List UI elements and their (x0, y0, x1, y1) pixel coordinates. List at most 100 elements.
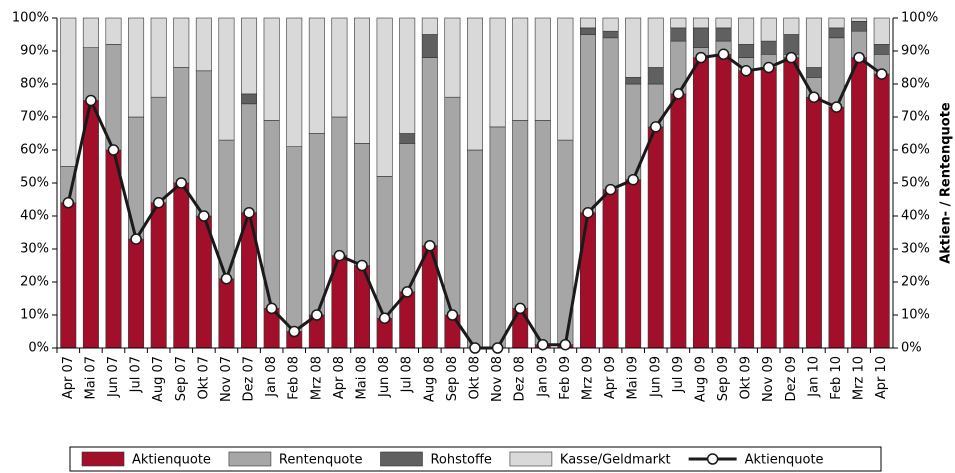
line-point (604, 183, 617, 196)
legend-label: Aktienquote (745, 453, 824, 468)
x-tick-label: Sep 07 (174, 356, 189, 401)
legend-swatch (706, 453, 719, 465)
line-point (198, 210, 210, 222)
x-tick-label: Mai 08 (355, 356, 370, 399)
bar-segment (105, 149, 122, 349)
y2-tick-label: 10% (901, 308, 930, 323)
y-tick-label: 90% (20, 44, 49, 59)
x-tick-label: Jul 09 (671, 356, 686, 393)
y-tick-label: 100% (12, 11, 49, 26)
line-point (582, 206, 594, 219)
x-tick-label: Dez 08 (513, 356, 528, 402)
line-point (107, 144, 120, 156)
x-tick-label: Mrz 08 (309, 356, 324, 400)
bar-segment (873, 44, 890, 55)
legend-item: Aktienquote (81, 451, 211, 468)
legend-swatch (228, 451, 272, 467)
line-point (356, 259, 368, 272)
line-point (220, 272, 233, 285)
bar-segment (760, 40, 777, 55)
legend-swatch (81, 451, 125, 467)
bar-segment (421, 17, 438, 35)
bar-segment (512, 17, 529, 121)
legend-label: Rentenquote (279, 453, 363, 468)
line-point (830, 101, 843, 113)
x-tick-label: Jul 08 (400, 356, 415, 393)
bar-segment (354, 143, 371, 266)
bar-segment (534, 17, 551, 121)
bar-segment (218, 17, 235, 141)
line-point (424, 239, 436, 252)
x-tick-label: Jun 09 (648, 356, 663, 398)
bar-segment (715, 27, 732, 42)
legend-item: Rohstoffe (380, 451, 492, 468)
y-tick-label: 80% (20, 77, 49, 92)
y2-axis-label: Aktien- / Rentenquote (939, 102, 954, 264)
bar-segment (218, 278, 235, 349)
line-point (762, 61, 775, 74)
x-tick-label: Jul 07 (129, 356, 144, 393)
bar-segment (195, 17, 212, 72)
bar-segment (873, 17, 890, 45)
legend-label: Kasse/Geldmarkt (560, 453, 671, 468)
bar-segment (805, 96, 822, 349)
x-tick-label: Dez 07 (242, 356, 257, 402)
bar-segment (828, 17, 845, 29)
line-point (62, 197, 75, 209)
bar-segment (354, 17, 371, 144)
line-point (627, 173, 639, 186)
line-point (740, 65, 752, 77)
bar-segment (805, 67, 822, 78)
line-point (650, 121, 662, 133)
bar-segment (105, 44, 122, 151)
bar-segment (760, 17, 777, 42)
legend-item: Kasse/Geldmarkt (509, 451, 671, 468)
x-tick-label: Okt 08 (468, 356, 483, 400)
bar-segment (467, 149, 483, 349)
bar-segment (173, 182, 190, 349)
bar-segment (467, 17, 483, 151)
bar-segment (579, 34, 596, 213)
y-tick-label: 0% (28, 341, 49, 356)
x-tick-label: Mai 09 (626, 356, 641, 399)
bar-segment (399, 17, 416, 134)
line-point (514, 302, 526, 315)
bar-segment (105, 17, 122, 45)
bar-segment (851, 57, 868, 349)
bar-segment (602, 37, 619, 190)
x-tick-label: Nov 08 (490, 356, 505, 402)
bar-segment (625, 77, 642, 85)
line-point (175, 177, 188, 189)
line-point (288, 325, 300, 338)
x-tick-label: Feb 08 (287, 356, 302, 400)
y-tick-label: 70% (20, 110, 49, 125)
bar-segment (331, 17, 348, 118)
x-tick-label: Jan 08 (264, 356, 279, 398)
bar-segment (150, 17, 167, 98)
y2-tick-label: 40% (901, 209, 930, 224)
bar-segment (647, 17, 664, 68)
x-tick-label: Apr 07 (61, 356, 76, 399)
bar-segment (670, 27, 687, 42)
x-tick-label: Feb 09 (558, 356, 573, 400)
bar-segment (241, 103, 258, 214)
x-tick-label: Okt 07 (196, 356, 211, 400)
y-tick-label: 40% (20, 209, 49, 224)
line-point (491, 342, 504, 354)
bar-segment (738, 44, 755, 58)
y2-tick-label: 90% (901, 44, 930, 59)
bar-segment (489, 126, 506, 349)
bar-segment (421, 57, 438, 247)
line-point (243, 206, 255, 219)
y2-tick-label: 0% (901, 341, 922, 356)
bar-segment (692, 57, 709, 349)
y-tick-label: 30% (20, 242, 49, 257)
line-point (401, 286, 413, 298)
bar-segment (241, 17, 258, 95)
line-point (130, 233, 142, 245)
line-point (875, 68, 888, 80)
bar-segment (128, 238, 145, 349)
line-point (808, 91, 820, 103)
line-point (265, 302, 278, 315)
bar-segment (738, 17, 755, 45)
